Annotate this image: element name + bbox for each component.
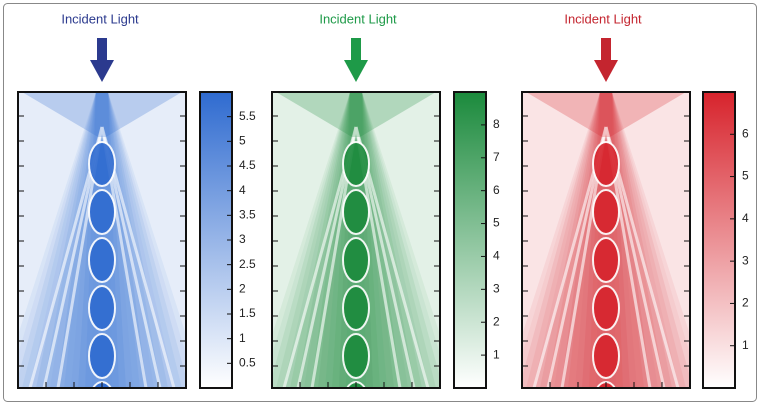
colorbar-tick-label: 6 bbox=[742, 126, 749, 140]
field-lobe bbox=[88, 285, 116, 331]
colorbar-tick-label: 2.5 bbox=[239, 257, 256, 271]
field-map bbox=[272, 92, 440, 388]
colorbar-tick-label: 3.5 bbox=[239, 208, 256, 222]
colorbar-tick-label: 3 bbox=[493, 282, 500, 296]
field-lobe bbox=[592, 285, 620, 331]
field-lobe bbox=[592, 189, 620, 235]
field-lobe bbox=[88, 237, 116, 283]
colorbar-tick-label: 3 bbox=[239, 232, 246, 246]
field-lobe bbox=[592, 237, 620, 283]
arrow-shaft bbox=[97, 38, 107, 64]
field-cone bbox=[22, 92, 182, 137]
colorbar-tick-label: 1 bbox=[742, 338, 749, 352]
panel-title: Incident Light bbox=[319, 11, 397, 26]
field-lobe bbox=[342, 141, 370, 187]
colorbar-tick-label: 0.5 bbox=[239, 356, 256, 370]
arrow-head bbox=[90, 60, 114, 82]
field-lobe bbox=[342, 285, 370, 331]
arrow-head bbox=[344, 60, 368, 82]
colorbar-tick-label: 2 bbox=[493, 314, 500, 328]
field-lobe bbox=[88, 189, 116, 235]
field-lobe bbox=[88, 333, 116, 379]
colorbar-tick-label: 7 bbox=[493, 150, 500, 164]
field-lobe bbox=[592, 333, 620, 379]
colorbar-tick-label: 1 bbox=[493, 347, 500, 361]
colorbar-tick-label: 3 bbox=[742, 253, 749, 267]
colorbar-tick-label: 5 bbox=[742, 169, 749, 183]
colorbar-tick-label: 2 bbox=[742, 296, 749, 310]
arrow-head bbox=[594, 60, 618, 82]
field-map bbox=[522, 92, 690, 388]
colorbar-tick-label: 4 bbox=[239, 183, 246, 197]
colorbar-tick-label: 1 bbox=[239, 331, 246, 345]
colorbar-tick-label: 2 bbox=[239, 282, 246, 296]
colorbar-tick-label: 4.5 bbox=[239, 158, 256, 172]
colorbar-tick-label: 1.5 bbox=[239, 306, 256, 320]
colorbar bbox=[199, 91, 233, 389]
colorbar-tick-label: 5 bbox=[239, 134, 246, 148]
colorbar-tick-label: 5 bbox=[493, 216, 500, 230]
field-lobe bbox=[342, 189, 370, 235]
colorbar-tick-label: 8 bbox=[493, 117, 500, 131]
colorbar-tick-label: 6 bbox=[493, 183, 500, 197]
colorbar-tick-label: 4 bbox=[493, 249, 500, 263]
field-lobe bbox=[88, 141, 116, 187]
panel-title: Incident Light bbox=[61, 11, 139, 26]
colorbar-tick-label: 4 bbox=[742, 211, 749, 225]
colorbar-tick-label: 5.5 bbox=[239, 109, 256, 123]
field-lobe bbox=[342, 333, 370, 379]
panel-title: Incident Light bbox=[564, 11, 642, 26]
field-map bbox=[18, 92, 186, 388]
colorbar bbox=[702, 91, 736, 389]
arrow-shaft bbox=[601, 38, 611, 64]
field-cone bbox=[526, 92, 686, 137]
arrow-shaft bbox=[351, 38, 361, 64]
field-lobe bbox=[592, 141, 620, 187]
colorbar bbox=[453, 91, 487, 389]
field-lobe bbox=[342, 237, 370, 283]
field-cone bbox=[276, 92, 436, 137]
